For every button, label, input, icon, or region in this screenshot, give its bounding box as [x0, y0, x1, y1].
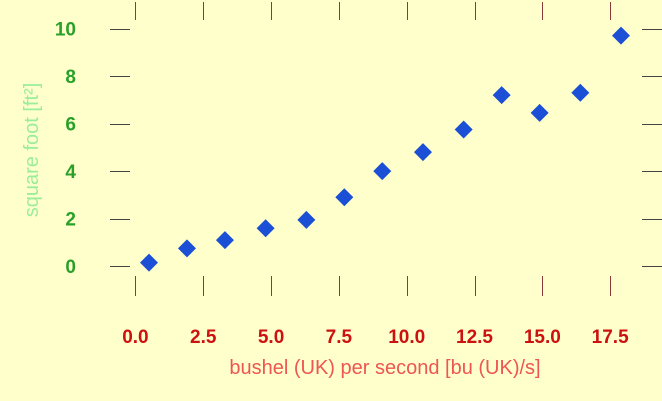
- x-tick-label: 15.0: [524, 327, 561, 348]
- y-tick-label: 2: [65, 210, 76, 231]
- data-point-diamond: [413, 143, 432, 162]
- y-tick-label: 6: [65, 115, 76, 136]
- x-tick-label: 5.0: [258, 327, 284, 348]
- data-point-diamond: [215, 231, 234, 250]
- data-point-diamond: [139, 253, 158, 272]
- x-tick-label: 10.0: [388, 327, 425, 348]
- y-tick-label: 4: [65, 162, 76, 183]
- y-tick-label: 10: [55, 20, 76, 41]
- data-point-diamond: [335, 188, 354, 207]
- y-tick-label: 8: [65, 67, 76, 88]
- data-points: [139, 26, 631, 272]
- data-point-diamond: [492, 86, 511, 105]
- x-axis-tick-labels: 0.0 2.5 5.0 7.5 10.0 12.5 15.0 17.5: [122, 327, 629, 348]
- y-axis-left-ticks: [110, 29, 130, 267]
- x-axis-top-ticks: [135, 2, 611, 20]
- x-axis-label: bushel (UK) per second [bu (UK)/s]: [229, 357, 540, 379]
- data-point-diamond: [256, 219, 275, 238]
- data-point-diamond: [177, 239, 196, 258]
- data-point-diamond: [571, 83, 590, 102]
- data-point-diamond: [297, 210, 316, 229]
- x-tick-label: 0.0: [122, 327, 148, 348]
- y-axis-right-ticks: [642, 29, 662, 267]
- x-tick-label: 2.5: [190, 327, 217, 348]
- x-tick-label: 17.5: [592, 327, 629, 348]
- y-tick-label: 0: [65, 257, 76, 278]
- y-axis-tick-labels: 0 2 4 6 8 10: [55, 20, 77, 279]
- x-axis-bottom-ticks: [135, 276, 611, 296]
- x-tick-label: 7.5: [326, 327, 353, 348]
- data-point-diamond: [454, 120, 473, 139]
- data-point-diamond: [373, 162, 392, 181]
- y-axis-label: square foot [ft²]: [21, 83, 43, 218]
- data-point-diamond: [612, 26, 631, 45]
- x-tick-label: 12.5: [456, 327, 493, 348]
- data-point-diamond: [530, 103, 549, 122]
